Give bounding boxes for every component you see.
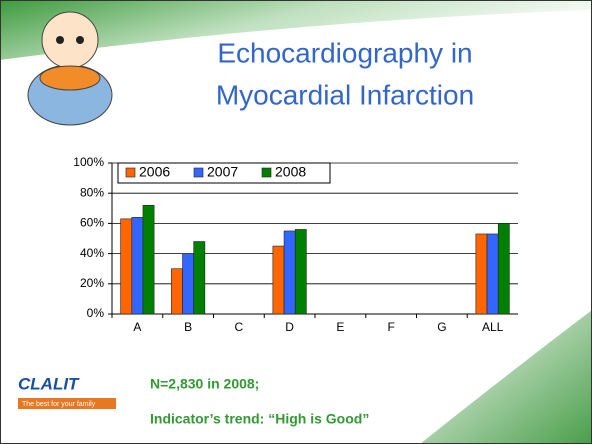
logo-band [18,398,116,409]
annotation: N=2,830 in 2008; [150,376,259,392]
title-line-2: Myocardial Infarction [216,79,474,110]
bar [120,218,133,315]
annotation: Indicator’s trend: “High is Good” [150,411,369,427]
baby-illustration [27,11,113,126]
legend-box [117,162,331,184]
x-tick-label: D [285,320,294,334]
x-tick-label: E [336,320,344,334]
legend-label: 2006 [139,164,170,180]
decor-top [0,0,592,60]
bar [272,245,285,315]
bar [171,268,183,315]
y-tick-label: 20% [80,276,104,290]
x-tick-label: C [235,320,244,334]
title-line-1: Echocardiography in [217,37,472,68]
y-tick-label: 100% [73,155,104,169]
bar [193,241,206,315]
logo-name: CLALIT [18,374,80,393]
x-tick-label: ALL [482,320,504,334]
x-tick-label: A [133,320,141,334]
bar [497,223,510,315]
decor-bottom [420,310,592,444]
bar [182,253,195,315]
bar [142,204,155,315]
bar [486,233,499,315]
bar [475,233,488,315]
legend-swatch [125,167,136,178]
y-tick-label: 80% [80,185,104,199]
legend-label: 2008 [275,164,306,180]
logo: CLALIT The best for your family [18,374,116,409]
logo-tagline: The best for your family [22,401,96,408]
y-tick-label: 60% [80,216,104,230]
y-tick-label: 0% [87,306,105,320]
y-tick-label: 40% [80,246,104,260]
x-tick-label: G [437,320,446,334]
bar [131,217,144,315]
legend-swatch [193,167,204,178]
bar [283,230,296,315]
legend-label: 2007 [207,164,238,180]
x-tick-label: B [184,320,192,334]
x-tick-label: F [387,320,394,334]
bar [294,229,307,315]
legend-swatch [261,167,272,178]
